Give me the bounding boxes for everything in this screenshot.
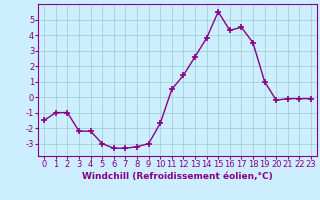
X-axis label: Windchill (Refroidissement éolien,°C): Windchill (Refroidissement éolien,°C) [82, 172, 273, 181]
